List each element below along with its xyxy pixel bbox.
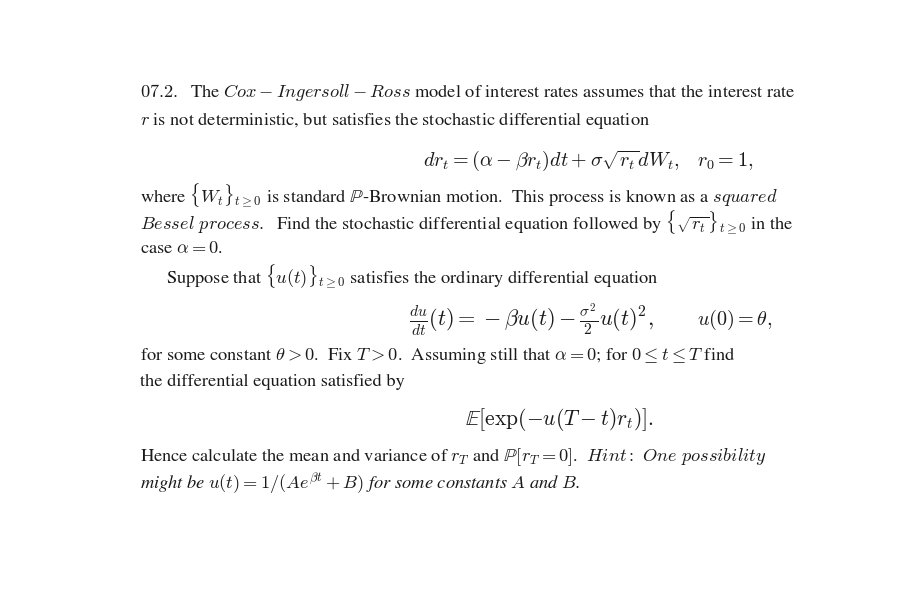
Text: $u(0) = \theta,$: $u(0) = \theta,$ [697, 308, 773, 332]
Text: Hence calculate the mean and variance of $r_T$ and $\mathbb{P}[r_T = 0]$.  $\mat: Hence calculate the mean and variance of… [140, 446, 766, 468]
Text: where $\{W_t\}_{t\geq 0}$ is standard $\mathbb{P}$-Brownian motion.  This proces: where $\{W_t\}_{t\geq 0}$ is standard $\… [140, 181, 777, 209]
Text: $\mathbf{07.2.}$  The $\mathit{Cox-Ingersoll-Ross}$ model of interest rates assu: $\mathbf{07.2.}$ The $\mathit{Cox-Ingers… [140, 82, 795, 103]
Text: $\frac{du}{dt}(t) = -\beta u(t) - \frac{\sigma^2}{2}u(t)^2,$: $\frac{du}{dt}(t) = -\beta u(t) - \frac{… [408, 302, 653, 338]
Text: $r$ is not deterministic, but satisfies the stochastic differential equation: $r$ is not deterministic, but satisfies … [140, 110, 650, 131]
Text: $dr_t = (\alpha - \beta r_t)dt + \sigma\sqrt{r_t}dW_t,$: $dr_t = (\alpha - \beta r_t)dt + \sigma\… [423, 149, 679, 174]
Text: $r_0 = 1,$: $r_0 = 1,$ [697, 150, 753, 173]
Text: $\mathbb{E}\left[\exp(-u(T-t)r_t)\right].$: $\mathbb{E}\left[\exp(-u(T-t)r_t)\right]… [465, 406, 654, 433]
Text: case $\alpha = 0$.: case $\alpha = 0$. [140, 241, 223, 257]
Text: for some constant $\theta > 0$.  Fix $T > 0$.  Assuming still that $\alpha = 0$;: for some constant $\theta > 0$. Fix $T >… [140, 345, 736, 366]
Text: $\mathit{Bessel\ process.}$  Find the stochastic differential equation followed : $\mathit{Bessel\ process.}$ Find the sto… [140, 208, 794, 236]
Text: Suppose that $\{u(t)\}_{t\geq 0}$ satisfies the ordinary differential equation: Suppose that $\{u(t)\}_{t\geq 0}$ satisf… [166, 262, 658, 289]
Text: might be $u(t) = 1/(Ae^{\beta t} + B)$ for some constants $A$ and $B$.: might be $u(t) = 1/(Ae^{\beta t} + B)$ f… [140, 471, 580, 497]
Text: the differential equation satisfied by: the differential equation satisfied by [140, 374, 405, 391]
